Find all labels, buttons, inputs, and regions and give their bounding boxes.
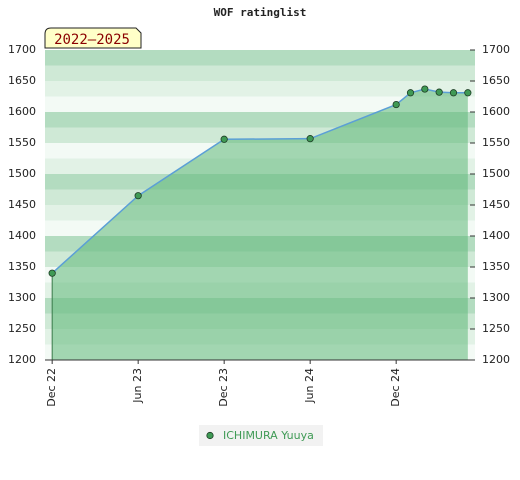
- band: [45, 65, 475, 81]
- point: [449, 89, 458, 97]
- chart-title: WOF ratinglist: [214, 6, 307, 19]
- x-tick-label: Dec 22: [45, 368, 58, 407]
- y-tick-label: 1300: [8, 291, 36, 304]
- badge-box: [44, 27, 142, 49]
- band: [45, 81, 475, 97]
- x-tick-label: Jun 24: [303, 368, 316, 404]
- badge: 2022–2025: [54, 32, 130, 48]
- y-tick-label: 1700: [8, 43, 36, 56]
- y-tick-label: 1650: [8, 74, 36, 87]
- y-tick-label: 1200: [8, 353, 36, 366]
- x-tick-label: Dec 24: [389, 368, 402, 407]
- point: [406, 89, 415, 97]
- point: [435, 88, 443, 96]
- point: [48, 269, 56, 277]
- y-tick-label: 1400: [8, 229, 36, 242]
- band: [45, 96, 475, 112]
- y2-tick-label: 1700: [482, 43, 510, 56]
- y-tick-label: 1500: [8, 167, 36, 180]
- y-tick-label: 1350: [8, 260, 36, 273]
- y-tick-label: 1250: [8, 322, 36, 335]
- point: [220, 135, 228, 143]
- y-tick-label: 1550: [8, 136, 36, 149]
- point: [134, 192, 142, 200]
- y-tick-label: 1600: [8, 105, 36, 118]
- y2-tick-label: 1600: [482, 105, 510, 118]
- legend-label: ICHIMURA Yuuya: [223, 429, 314, 442]
- x-tick-label: Dec 23: [217, 368, 230, 407]
- point: [392, 100, 400, 109]
- point: [421, 85, 429, 93]
- legend: [199, 425, 323, 446]
- y-tick-label: 1450: [8, 198, 36, 211]
- x-tick-label: Jun 23: [131, 368, 144, 404]
- area: [52, 89, 468, 360]
- point: [306, 135, 314, 143]
- y2-tick-label: 1200: [482, 353, 510, 366]
- band: [45, 50, 475, 66]
- y2-tick-label: 1400: [482, 229, 510, 242]
- y2-tick-label: 1350: [482, 260, 510, 273]
- y2-tick-label: 1550: [482, 136, 510, 149]
- legend-marker: [206, 431, 214, 440]
- y2-tick-label: 1300: [482, 291, 510, 304]
- y2-tick-label: 1500: [482, 167, 510, 180]
- point: [464, 89, 472, 97]
- y2-tick-label: 1250: [482, 322, 510, 335]
- y2-tick-label: 1650: [482, 74, 510, 87]
- y2-tick-label: 1450: [482, 198, 510, 211]
- line: [51, 88, 468, 274]
